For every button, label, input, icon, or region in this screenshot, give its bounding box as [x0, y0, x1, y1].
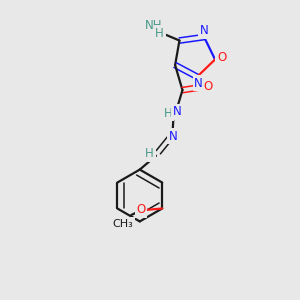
Text: H: H: [145, 147, 154, 160]
Text: N: N: [200, 24, 208, 37]
Text: CH₃: CH₃: [113, 219, 134, 229]
Text: H: H: [164, 106, 173, 120]
Text: O: O: [217, 52, 226, 64]
Text: N: N: [169, 130, 178, 143]
Text: H: H: [155, 27, 164, 40]
Text: N: N: [173, 105, 182, 119]
Text: O: O: [203, 80, 212, 93]
Text: N: N: [194, 77, 203, 90]
Text: NH: NH: [145, 19, 163, 32]
Text: O: O: [136, 203, 146, 216]
